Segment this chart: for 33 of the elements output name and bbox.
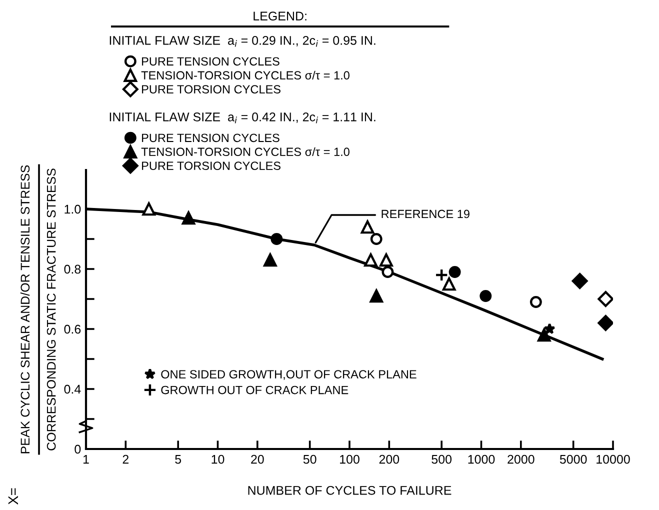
x-tick-label: 1 — [83, 455, 89, 464]
legend-title: LEGEND: — [254, 12, 306, 20]
y-tick-label: 0.6 — [64, 324, 81, 334]
y-tick-label: 0.4 — [64, 384, 81, 394]
x-tick-label: 200 — [379, 454, 400, 464]
x-tick-label: 10 — [212, 454, 224, 464]
text: PEAK CYCLIC SHEAR AND/OR TENSILE STRESS CORRESPONDING STATIC FRACTURE STRESS — [20, 165, 56, 454]
text: INITIAL FLAW SIZE a$_{i}$ = 0.42 IN., 2c$_{i}$ = 1.11 IN. — [110, 112, 376, 124]
y-tick-label: 0.8 — [64, 264, 81, 274]
legend-label: ONE SIDED GROWTH,OUT OF CRACK PLANE — [161, 370, 416, 380]
x-tick-label: 20 — [251, 454, 264, 464]
legend-label: TENSION-TORSION CYCLES σ/τ = 1.0 — [141, 147, 350, 156]
y-tick-label: 0 — [74, 444, 81, 454]
x-tick-label: 2000 — [508, 454, 534, 464]
legend-label: PURE TENSION CYCLES — [142, 57, 280, 66]
x-tick-label: 1000 — [468, 454, 495, 464]
legend-label: PURE TORSION CYCLES — [142, 162, 280, 170]
x-tick-label: 10000 — [596, 454, 630, 464]
x-tick-label: 500 — [432, 454, 452, 464]
x-axis-title: NUMBER OF CYCLES TO FAILURE — [248, 486, 452, 495]
legend-label: TENSION-TORSION CYCLES σ/τ = 1.0 — [141, 70, 350, 80]
legend-label: GROWTH OUT OF CRACK PLANE — [161, 386, 348, 394]
x-tick-label: 2 — [122, 454, 129, 464]
legend-label: PURE TENSION CYCLES — [142, 134, 280, 142]
annotation: REFERENCE 19 — [382, 210, 470, 218]
x-tick-label: 5 — [175, 455, 182, 464]
x-tick-label: 5000 — [560, 454, 587, 464]
x-tick-label: 50 — [303, 454, 316, 464]
legend-label: PURE TORSION CYCLES — [142, 85, 280, 94]
text: INITIAL FLAW SIZE a$_{i}$ = 0.29 IN., 2c$_{i}$ = 0.95 IN. — [110, 36, 376, 47]
text: X= — [8, 488, 18, 505]
x-tick-label: 100 — [340, 454, 360, 464]
y-tick-label: 1.0 — [64, 204, 81, 214]
